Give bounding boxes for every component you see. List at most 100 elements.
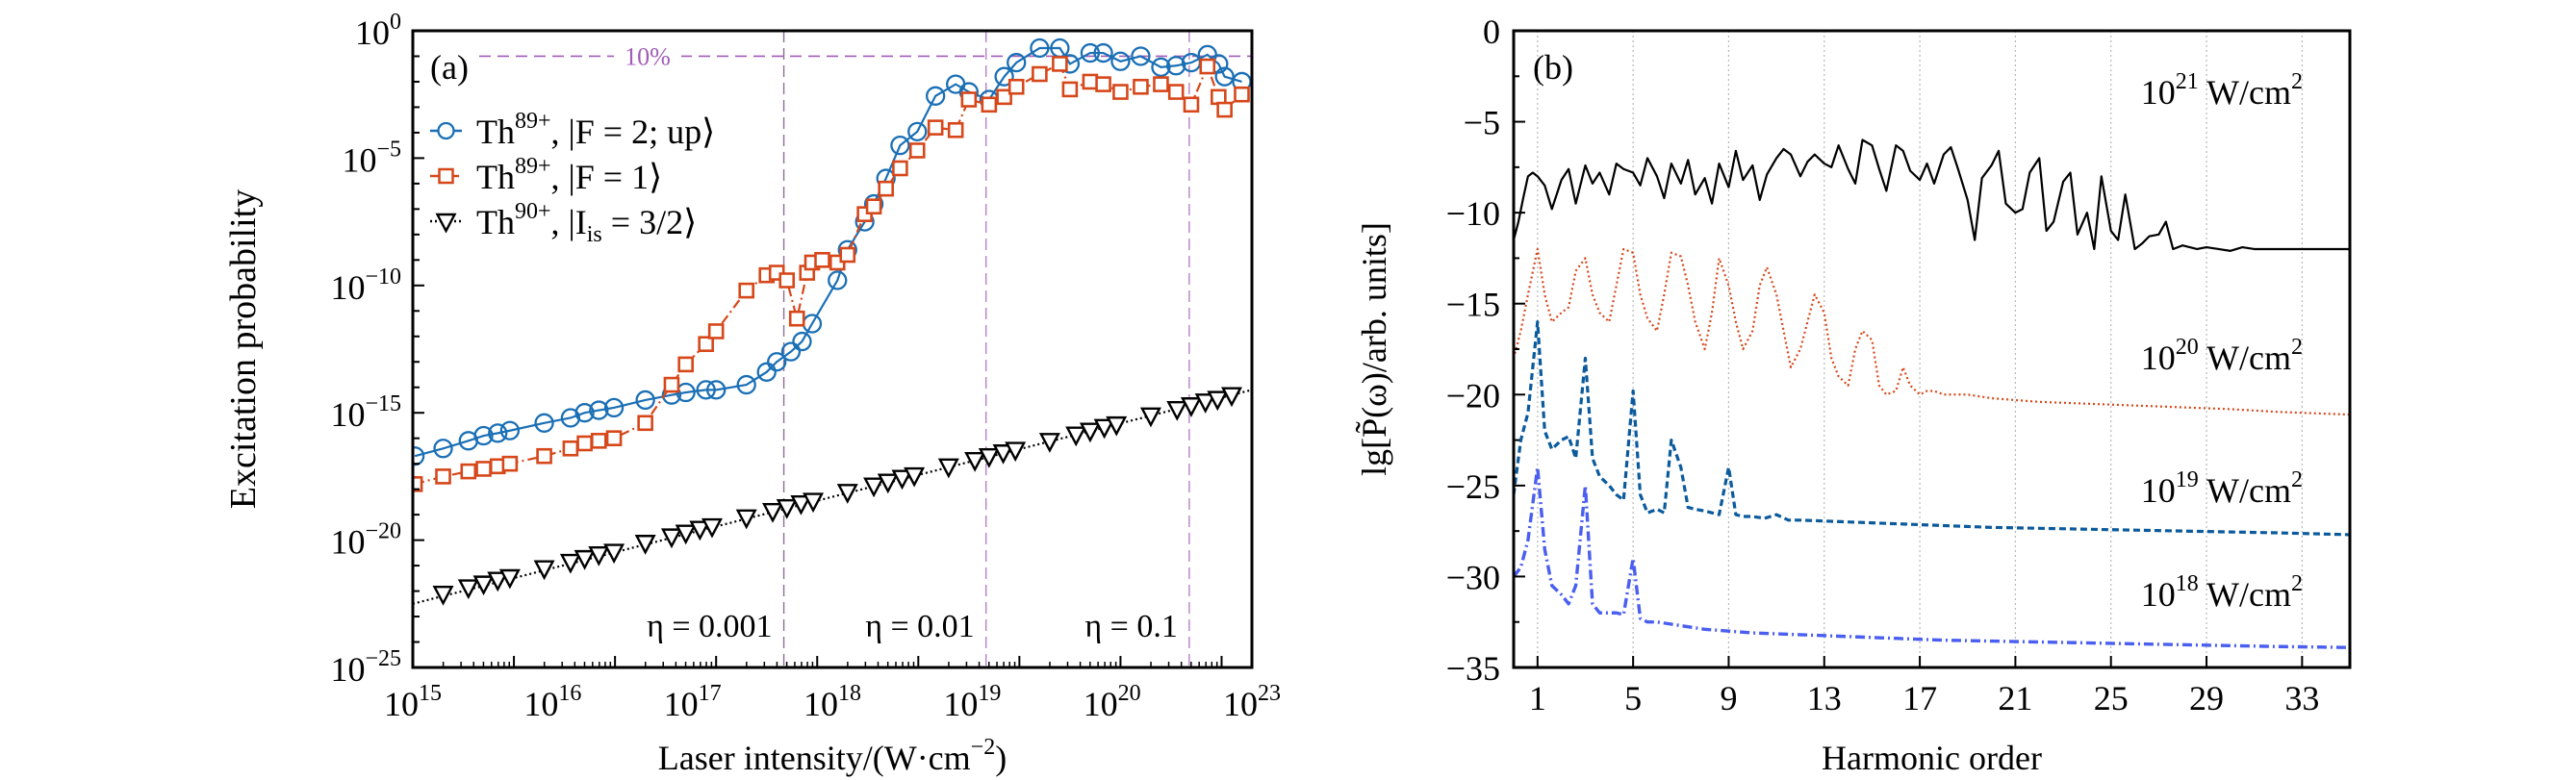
data-point-0-40 bbox=[1110, 51, 1131, 71]
legend-main: Th bbox=[476, 113, 515, 151]
legend-label-2: Th90+, |Iis = 3/2⟩ bbox=[476, 199, 697, 247]
panel-a-excitation-probability: η = 0.001 η = 0.01 η = 0.110%10010−510−101… bbox=[223, 10, 1281, 777]
series-label-unit-exp: 2 bbox=[2291, 571, 2303, 596]
data-point-2-30 bbox=[1038, 433, 1060, 453]
x-tick-base: 10 bbox=[384, 685, 419, 723]
data-point-2-3 bbox=[487, 571, 509, 592]
data-point-2-1 bbox=[457, 579, 479, 600]
data-point-0-0 bbox=[413, 446, 425, 466]
y-tick-exp: −15 bbox=[365, 391, 401, 416]
data-point-0-6 bbox=[534, 413, 554, 433]
legend-label-1: Th89+, |F = 1⟩ bbox=[476, 154, 662, 196]
data-point-1-29 bbox=[892, 160, 908, 177]
data-point-2-18 bbox=[790, 495, 812, 516]
legend-tail: , |F = 2; up⟩ bbox=[551, 113, 716, 151]
x-tick-label: 1017 bbox=[664, 681, 722, 723]
series-label-1: 1020 W/cm2 bbox=[2141, 335, 2303, 377]
data-point-1-33 bbox=[960, 91, 978, 108]
legend-main: Th bbox=[476, 203, 515, 241]
data-point-2-10 bbox=[634, 535, 656, 555]
series-label-0: 1021 W/cm2 bbox=[2141, 69, 2303, 112]
x-tick-exp: 19 bbox=[978, 681, 1001, 706]
y-tick-label: −35 bbox=[1446, 649, 1500, 688]
data-point-1-49 bbox=[1216, 101, 1233, 118]
series-label-3: 1018 W/cm2 bbox=[2141, 571, 2303, 614]
data-point-1-28 bbox=[878, 180, 894, 197]
data-point-2-5 bbox=[533, 560, 555, 581]
reference-label: 10% bbox=[625, 42, 671, 70]
data-point-2-15 bbox=[735, 509, 757, 530]
data-point-2-28 bbox=[992, 444, 1014, 465]
data-point-0-8 bbox=[574, 403, 595, 423]
x-tick-base: 10 bbox=[943, 685, 978, 723]
data-point-0-5 bbox=[499, 420, 521, 440]
data-point-1-37 bbox=[1032, 65, 1048, 83]
y-tick-base: 10 bbox=[330, 523, 365, 562]
series-2 bbox=[413, 387, 1252, 606]
spectrum-line-2 bbox=[1514, 320, 2350, 537]
data-point-1-14 bbox=[698, 336, 714, 353]
y-tick-label: 10−15 bbox=[330, 391, 401, 434]
data-point-2-21 bbox=[863, 477, 885, 498]
data-point-2-23 bbox=[891, 469, 913, 491]
y-tick-exp: −10 bbox=[365, 264, 401, 289]
legend-marker-triangle-icon bbox=[435, 213, 457, 234]
data-point-0-4 bbox=[488, 423, 508, 443]
data-point-0-28 bbox=[907, 121, 928, 142]
x-tick-label: 5 bbox=[1624, 679, 1642, 717]
data-point-1-50 bbox=[1234, 86, 1250, 103]
data-point-0-3 bbox=[473, 425, 494, 446]
y-tick-label: 10−25 bbox=[330, 646, 401, 689]
data-point-2-22 bbox=[877, 473, 899, 494]
data-point-2-19 bbox=[803, 492, 825, 514]
data-point-0-15 bbox=[706, 380, 727, 400]
series-line bbox=[413, 389, 1252, 605]
series-label-exp: 21 bbox=[2176, 69, 2199, 94]
series-1 bbox=[413, 56, 1250, 492]
data-point-0-19 bbox=[780, 341, 802, 362]
data-point-0-47 bbox=[1214, 66, 1235, 87]
data-point-0-43 bbox=[1166, 56, 1186, 76]
y-tick-label: −20 bbox=[1446, 376, 1500, 415]
data-point-2-35 bbox=[1139, 407, 1161, 428]
data-point-2-34 bbox=[1106, 415, 1128, 437]
spectrum-line-3 bbox=[1514, 465, 2350, 649]
data-point-2-40 bbox=[1220, 387, 1242, 408]
data-point-0-29 bbox=[926, 86, 946, 106]
y-tick-base: 10 bbox=[342, 140, 376, 179]
eta-label-2: η = 0.1 bbox=[1084, 609, 1177, 644]
y-tick-label: −10 bbox=[1446, 194, 1500, 233]
y-tick-exp: −25 bbox=[365, 646, 401, 671]
data-point-1-32 bbox=[947, 121, 964, 138]
panel-label-a: (a) bbox=[430, 48, 469, 87]
data-point-1-35 bbox=[996, 88, 1012, 106]
data-point-2-9 bbox=[603, 543, 625, 565]
data-point-1-8 bbox=[576, 435, 593, 452]
y-tick-label: 10−20 bbox=[330, 519, 401, 562]
data-point-1-23 bbox=[814, 252, 830, 268]
data-point-2-24 bbox=[904, 466, 926, 488]
series-label-unit-exp: 2 bbox=[2291, 335, 2303, 360]
data-point-0-27 bbox=[890, 136, 910, 156]
data-point-1-11 bbox=[637, 415, 653, 432]
data-point-1-31 bbox=[927, 119, 944, 136]
data-point-1-43 bbox=[1133, 78, 1149, 95]
data-point-2-6 bbox=[559, 553, 581, 574]
data-point-1-39 bbox=[1061, 81, 1079, 98]
eta-label-1: η = 0.01 bbox=[865, 609, 974, 644]
x-tick-base: 10 bbox=[523, 685, 558, 723]
data-point-1-3 bbox=[475, 461, 492, 477]
series-label-unit: W/cm bbox=[2199, 471, 2291, 510]
series-label-unit: W/cm bbox=[2199, 575, 2291, 614]
data-point-2-26 bbox=[964, 451, 986, 472]
legend-marker-circle-icon bbox=[437, 121, 455, 140]
x-tick-base: 10 bbox=[664, 685, 699, 723]
x-tick-exp: 20 bbox=[1118, 681, 1141, 706]
data-point-1-0 bbox=[413, 476, 423, 492]
data-point-0-41 bbox=[1131, 46, 1151, 66]
y-tick-label: −30 bbox=[1446, 558, 1500, 596]
reference-label-bg bbox=[614, 42, 681, 68]
data-point-2-7 bbox=[574, 549, 596, 570]
y-axis-label-a: Excitation probability bbox=[223, 189, 264, 509]
